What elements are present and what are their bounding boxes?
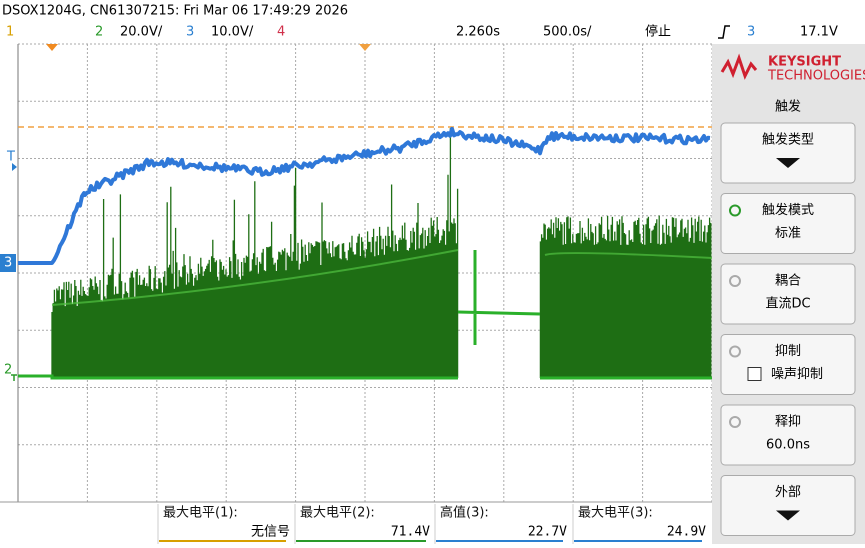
measurement-value: 无信号 bbox=[251, 525, 290, 540]
center-marker bbox=[359, 44, 371, 51]
ch2-marker: 2 bbox=[4, 363, 12, 378]
menu-button[interactable] bbox=[720, 122, 856, 184]
knob-icon bbox=[729, 275, 741, 287]
menu-title: 触发 bbox=[775, 99, 801, 115]
down-arrow bbox=[776, 158, 800, 168]
menu-value: 标准 bbox=[775, 226, 801, 241]
menu-button[interactable] bbox=[720, 404, 856, 466]
measurement-label: 高值(3): bbox=[440, 505, 489, 521]
header-title: DSOX1204G, CN61307215: Fri Mar 06 17:49:… bbox=[2, 4, 348, 19]
time-delay: 2.260s bbox=[456, 25, 500, 40]
ch2-envelope bbox=[51, 128, 712, 378]
knob-icon bbox=[729, 345, 741, 358]
menu-label: 触发类型 bbox=[762, 132, 814, 148]
ch2-ground-symbol bbox=[11, 374, 17, 381]
ch3-ground-marker bbox=[0, 254, 16, 272]
measurement-label: 最大电平(3): bbox=[578, 506, 653, 521]
channel-swatch bbox=[159, 540, 286, 542]
ch3-label: 3 bbox=[186, 25, 194, 40]
trigger-source: 3 bbox=[747, 25, 755, 40]
time-scale: 500.0s/ bbox=[543, 25, 592, 40]
menu-button[interactable] bbox=[720, 193, 856, 254]
channel-swatch bbox=[296, 540, 426, 542]
menu-button[interactable] bbox=[720, 263, 856, 325]
menu-value: 直流DC bbox=[765, 297, 810, 312]
ch2-mid bbox=[51, 249, 713, 306]
menu-label: 释抑 bbox=[775, 415, 801, 430]
ch3-scale: 10.0V/ bbox=[211, 25, 254, 40]
trigger-arrow bbox=[12, 163, 17, 171]
measurement-value: 24.9V bbox=[667, 525, 706, 540]
knob-icon bbox=[729, 416, 741, 428]
ch3-trace bbox=[18, 126, 711, 265]
down-arrow bbox=[776, 510, 800, 521]
ch2-label: 2 bbox=[95, 25, 103, 40]
measurement-value: 22.7V bbox=[528, 525, 567, 540]
ch4-label: 4 bbox=[277, 25, 285, 40]
ch1-label: 1 bbox=[6, 25, 14, 40]
menu-label: 耦合 bbox=[775, 274, 801, 289]
measurement-value: 71.4V bbox=[391, 525, 430, 540]
run-state: 停止 bbox=[645, 24, 671, 40]
menu-label: 外部 bbox=[775, 485, 801, 500]
channel-swatch bbox=[436, 540, 563, 542]
menu-button[interactable] bbox=[720, 475, 856, 536]
waveforms bbox=[18, 126, 713, 380]
menu-label: 抑制 bbox=[775, 344, 801, 359]
ch2-trace bbox=[18, 250, 712, 380]
menu-value: 噪声抑制 bbox=[771, 367, 823, 382]
trigger-level: 17.1V bbox=[800, 25, 838, 40]
measurement-label: 最大电平(1): bbox=[163, 506, 238, 521]
knob-icon bbox=[729, 204, 741, 217]
trigger-point-marker bbox=[46, 44, 58, 51]
ch2-scale: 20.0V/ bbox=[120, 25, 163, 40]
brand-sub: TECHNOLOGIES bbox=[767, 69, 865, 84]
brand: KEYSIGHT bbox=[768, 55, 841, 70]
trigger-marker: T bbox=[6, 150, 15, 165]
ch3-marker: 3 bbox=[4, 256, 12, 271]
measurement-label: 最大电平(2): bbox=[300, 506, 375, 521]
channel-swatch bbox=[574, 540, 702, 542]
menu-label: 触发模式 bbox=[762, 202, 814, 218]
measurement-bar bbox=[0, 502, 712, 544]
brand-logo bbox=[720, 53, 758, 80]
checkbox[interactable] bbox=[747, 367, 762, 381]
menu-value: 60.0ns bbox=[766, 438, 810, 453]
trigger-icon bbox=[718, 25, 730, 39]
